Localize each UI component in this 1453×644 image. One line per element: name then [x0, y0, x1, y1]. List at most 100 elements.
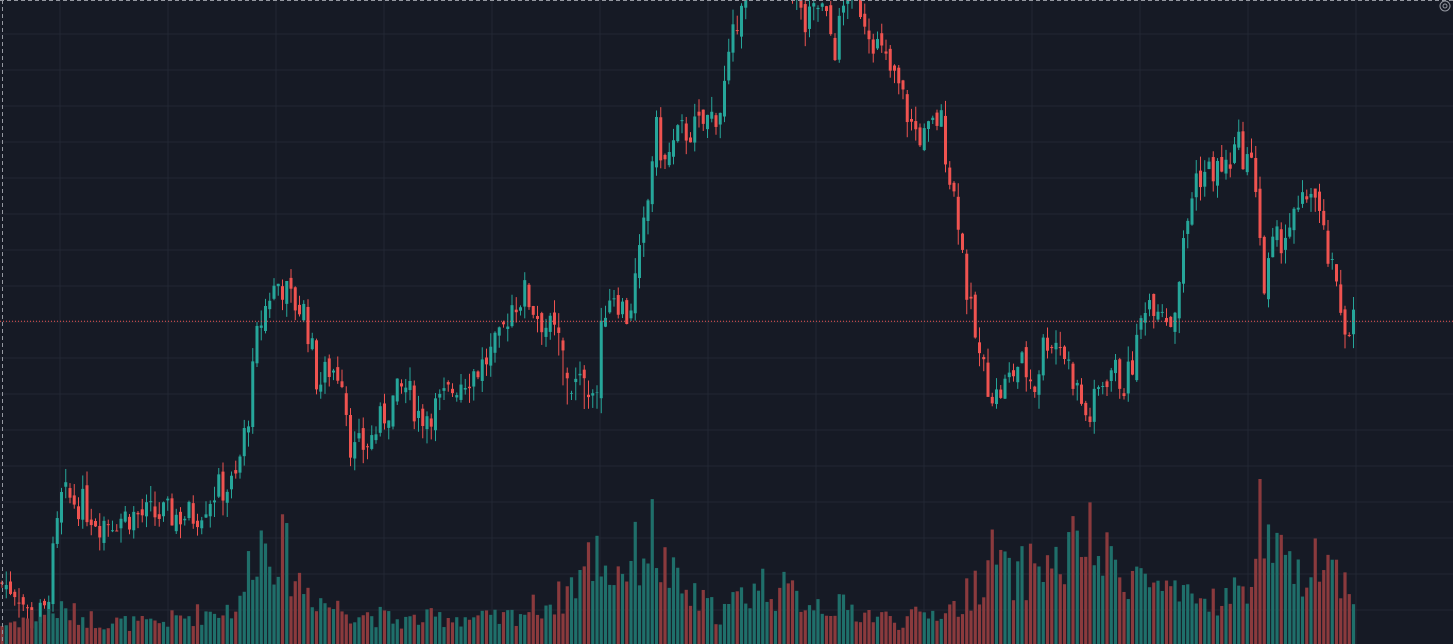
volume-bar: [676, 567, 680, 644]
candle-body: [51, 543, 55, 605]
volume-bar: [64, 608, 68, 644]
volume-bar: [654, 568, 659, 644]
candle-body: [663, 154, 667, 160]
volume-bar: [735, 591, 739, 644]
volume-bar: [999, 549, 1003, 644]
candle-body: [1135, 334, 1139, 381]
candle-body: [21, 597, 25, 605]
candle-body: [306, 306, 310, 345]
volume-bar: [149, 618, 153, 644]
volume-bar: [850, 604, 854, 644]
candle-body: [238, 456, 242, 473]
candle-body: [332, 370, 335, 373]
volume-bar: [1024, 600, 1028, 644]
volume-bar: [161, 621, 166, 644]
candle-body: [1020, 352, 1024, 364]
volume-bar: [650, 499, 654, 644]
volume-bar: [344, 614, 348, 644]
candle-body: [196, 520, 199, 528]
candle-body: [931, 117, 935, 121]
candle-body: [191, 503, 195, 524]
volume-bar: [1067, 532, 1071, 644]
candle-body: [136, 512, 140, 515]
candle-body: [442, 388, 446, 391]
volume-bar: [846, 610, 850, 644]
volume-bar: [433, 616, 438, 644]
volume-bar: [552, 614, 557, 644]
volume-bar: [561, 613, 565, 644]
candle-body: [463, 387, 467, 390]
candle-body: [497, 327, 501, 336]
candle-body: [995, 389, 998, 405]
candle-body: [803, 4, 807, 33]
volume-bar: [1156, 580, 1160, 644]
volume-bar: [1075, 530, 1079, 644]
volume-bar: [310, 607, 314, 644]
volume-bar: [960, 614, 965, 644]
candle-body: [1139, 318, 1143, 330]
volume-bar: [1101, 575, 1105, 644]
candle-body: [548, 315, 552, 332]
candle-body: [361, 428, 365, 450]
volume-bar: [276, 576, 280, 644]
candle-body: [285, 280, 289, 304]
gear-icon[interactable]: [1439, 0, 1451, 12]
volume-bar: [1258, 479, 1262, 644]
volume-bar: [72, 603, 76, 644]
volume-bar: [939, 618, 943, 644]
volume-bar: [1275, 532, 1279, 644]
volume-bar: [446, 617, 450, 644]
candle-body: [944, 115, 947, 165]
candle-body: [744, 0, 748, 8]
volume-bar: [1109, 546, 1113, 644]
candle-body: [1160, 311, 1164, 313]
volume-bar: [697, 610, 701, 644]
volume-bar: [671, 557, 676, 644]
candle-body: [421, 408, 425, 427]
candle-body: [221, 471, 225, 501]
candle-body: [281, 286, 284, 300]
volume-bar: [1062, 584, 1067, 644]
candle-body: [982, 357, 986, 360]
volume-bar: [990, 529, 994, 644]
volume-bar: [1241, 586, 1245, 644]
volume-bar: [314, 611, 319, 644]
candle-body: [298, 304, 301, 315]
candle-body: [340, 381, 344, 388]
volume-bar: [89, 611, 93, 644]
candle-body: [1258, 188, 1262, 238]
volume-bar: [807, 605, 812, 644]
volume-bar: [98, 627, 102, 644]
volume-bar: [106, 628, 110, 644]
candle-body: [990, 396, 994, 404]
candle-body: [1339, 284, 1343, 313]
volume-bar: [901, 627, 905, 644]
candle-body: [43, 600, 46, 606]
volume-bar: [484, 610, 489, 644]
volume-bar: [680, 593, 684, 644]
volume-bar: [1254, 558, 1258, 644]
volume-bar: [518, 614, 523, 644]
candle-body: [608, 300, 612, 313]
volume-bar: [841, 594, 846, 644]
candle-body: [1122, 393, 1126, 397]
candle-body: [591, 393, 595, 396]
volume-bar: [1215, 615, 1220, 644]
candle-body: [183, 518, 187, 521]
candle-body: [570, 392, 573, 394]
volume-bar: [943, 613, 948, 644]
volume-bar: [387, 611, 391, 644]
candle-body: [13, 591, 17, 598]
volume-bar: [497, 623, 501, 644]
candle-body: [1237, 131, 1241, 148]
volume-bar: [612, 585, 616, 644]
volume-bar: [977, 604, 982, 644]
candle-body: [1080, 384, 1083, 404]
candle-body: [1029, 379, 1032, 382]
volume-bar: [183, 618, 187, 644]
candle-body: [680, 120, 684, 122]
volume-bar: [348, 623, 353, 644]
volume-bar: [76, 624, 81, 644]
